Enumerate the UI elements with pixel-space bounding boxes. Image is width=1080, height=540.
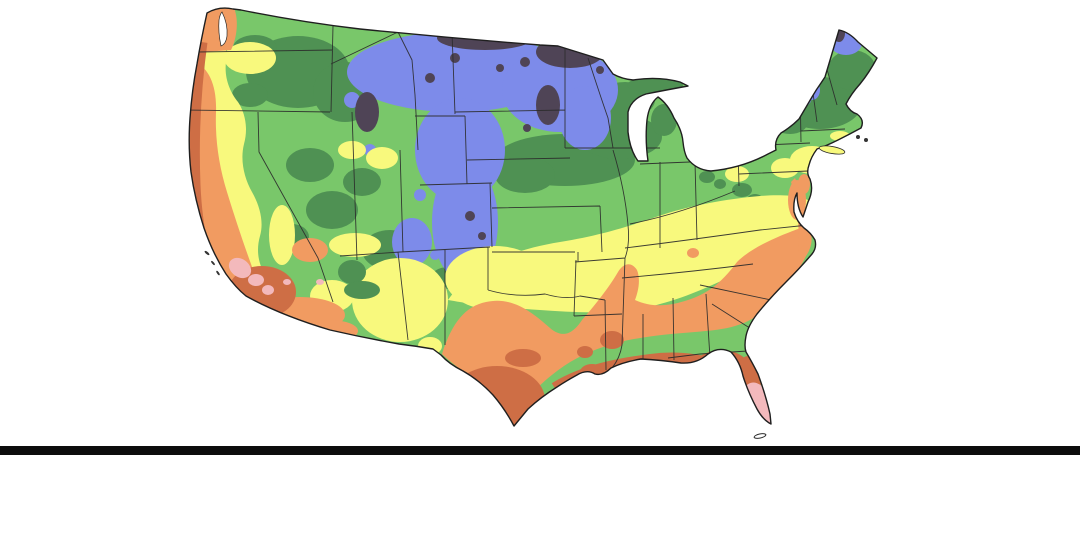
map-area <box>188 7 878 439</box>
coastline-outline <box>188 7 878 427</box>
legend: ZONES: 3 4 5 6 7 <box>0 470 1080 540</box>
islands <box>204 135 868 439</box>
puget-sound-water <box>218 11 228 47</box>
state-borders <box>189 25 846 371</box>
us-hardiness-zone-map <box>188 7 878 439</box>
zone-5-overlay-region <box>338 260 380 299</box>
divider-bar <box>0 446 1080 455</box>
